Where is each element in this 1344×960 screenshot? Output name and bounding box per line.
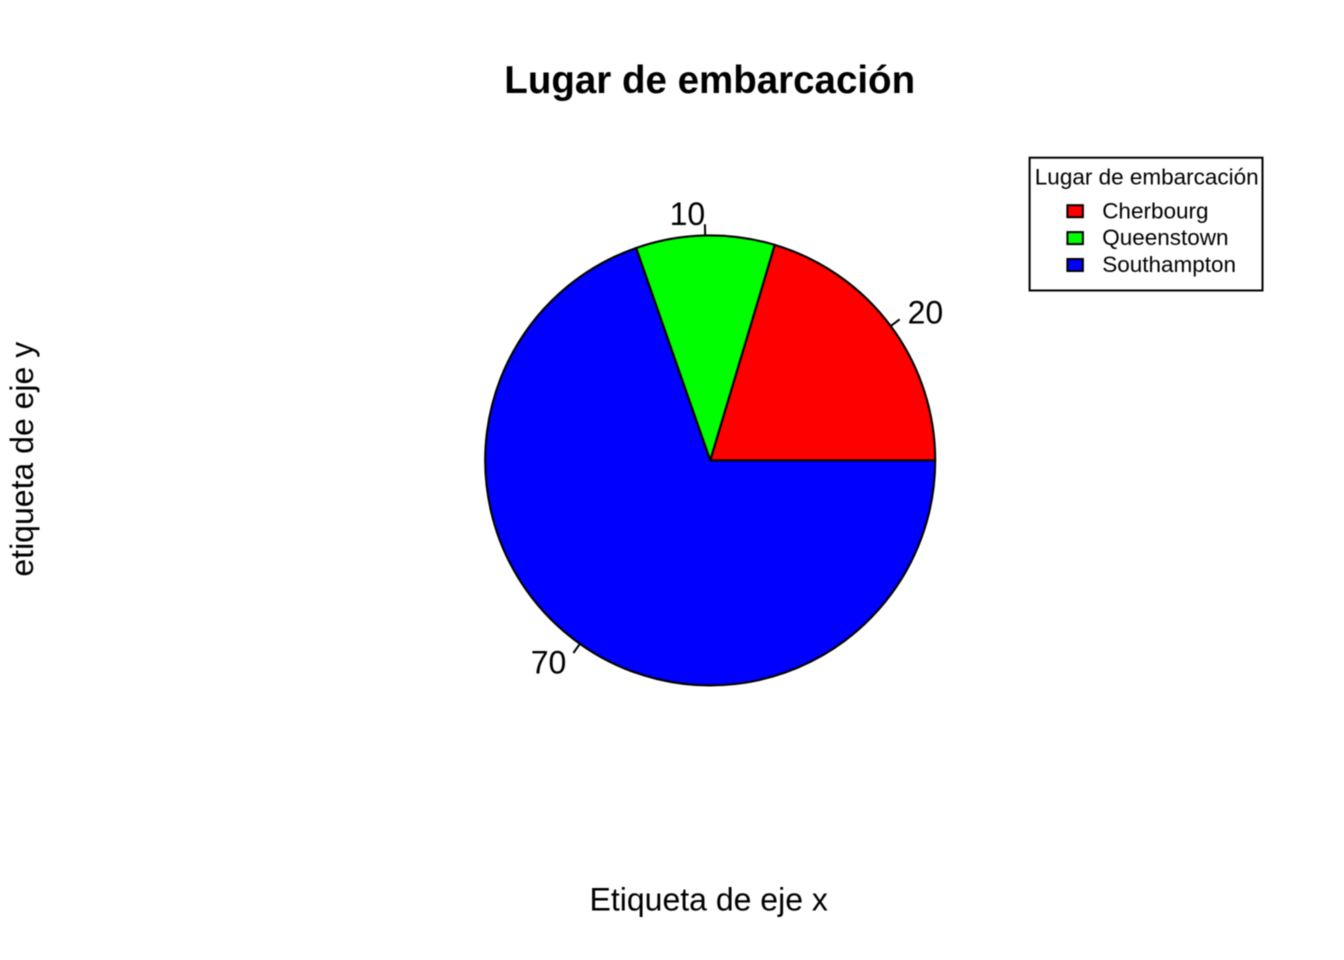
svg-text:etiqueta de eje y: etiqueta de eje y <box>4 342 40 577</box>
svg-text:Queenstown: Queenstown <box>1102 225 1228 250</box>
svg-text:Lugar de embarcación: Lugar de embarcación <box>504 59 915 102</box>
svg-text:20: 20 <box>908 295 944 331</box>
svg-text:Etiqueta de eje x: Etiqueta de eje x <box>590 882 828 918</box>
svg-text:70: 70 <box>531 644 567 680</box>
svg-text:Southampton: Southampton <box>1102 252 1236 277</box>
svg-text:Cherbourg: Cherbourg <box>1102 198 1208 223</box>
svg-text:10: 10 <box>670 196 706 232</box>
svg-text:Lugar de embarcación: Lugar de embarcación <box>1035 164 1259 189</box>
